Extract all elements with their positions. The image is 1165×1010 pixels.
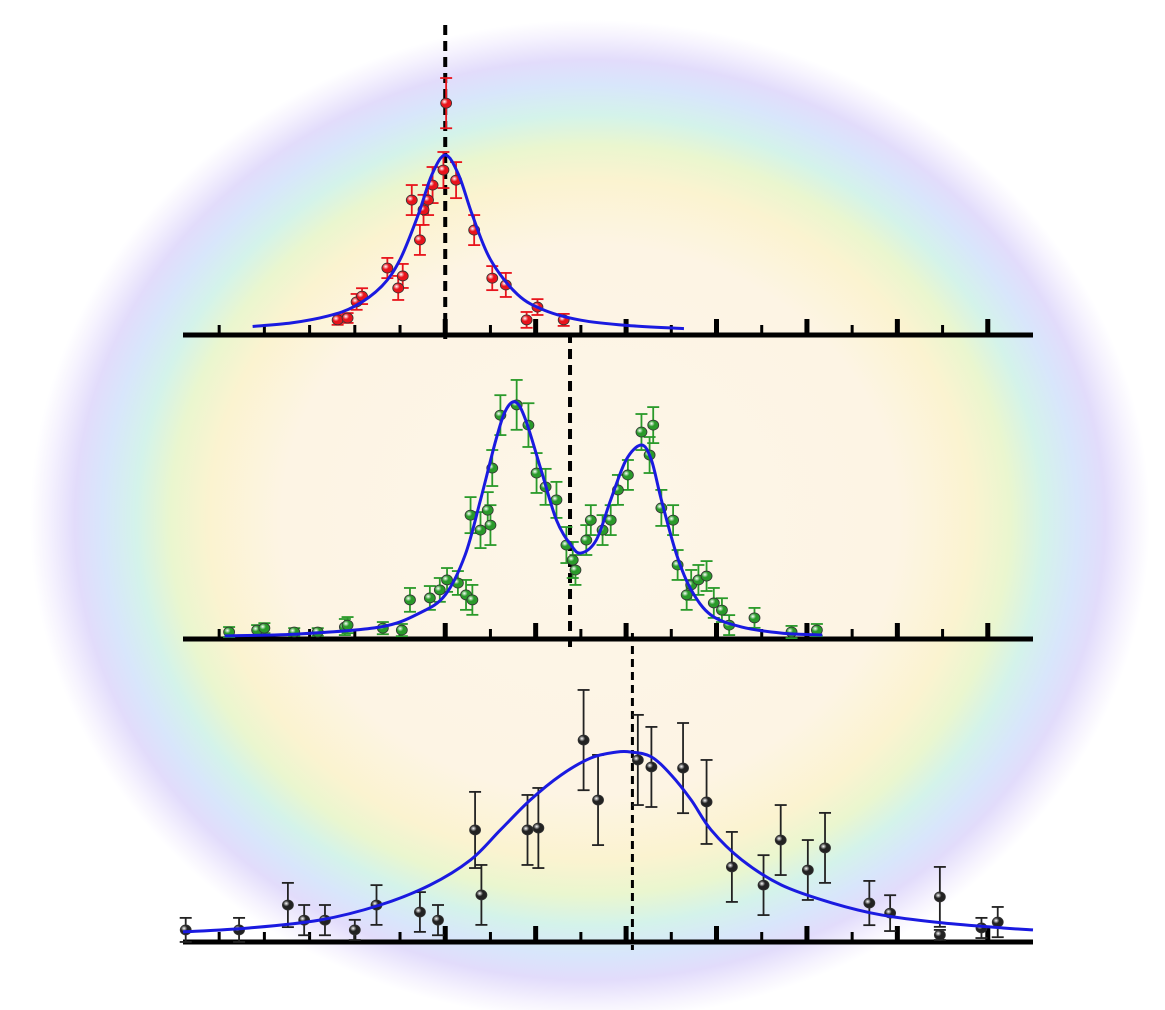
data-point — [647, 419, 660, 431]
data-point — [331, 314, 344, 326]
data-point — [725, 861, 738, 873]
data-point — [281, 899, 294, 911]
data-point — [748, 612, 761, 624]
data-point — [580, 534, 593, 546]
data-point — [348, 924, 361, 936]
data-point — [414, 906, 426, 918]
data-point — [414, 234, 426, 246]
data-point — [604, 514, 617, 526]
data-point — [433, 584, 446, 596]
data-point — [991, 916, 1004, 928]
data-point — [341, 619, 354, 631]
data-point — [550, 494, 563, 506]
data-point — [566, 554, 579, 566]
data-point — [819, 842, 831, 854]
data-point — [392, 282, 405, 294]
data-point — [405, 194, 418, 206]
data-point — [440, 97, 453, 109]
data-point — [486, 272, 499, 284]
data-point — [707, 597, 720, 609]
data-point — [532, 822, 545, 834]
data-point — [801, 864, 814, 876]
data-point — [700, 570, 713, 582]
data-point — [396, 270, 409, 282]
data-point — [667, 514, 680, 526]
data-point — [432, 914, 444, 926]
data-point — [475, 889, 488, 901]
data-point — [341, 312, 354, 324]
data-point — [774, 834, 787, 846]
data-point — [521, 824, 534, 836]
data-point — [474, 524, 487, 536]
data-point — [680, 589, 693, 601]
data-point — [569, 564, 582, 576]
data-point — [621, 469, 634, 481]
panel — [183, 25, 1033, 343]
data-point — [395, 624, 408, 636]
data-point — [592, 794, 604, 806]
data-point — [577, 734, 590, 746]
data-point — [381, 262, 394, 274]
data-point — [584, 514, 597, 526]
data-point — [645, 761, 658, 773]
data-point — [404, 594, 416, 606]
data-point — [469, 824, 481, 836]
data-point — [863, 897, 876, 909]
data-point — [700, 796, 713, 808]
panel — [183, 333, 1033, 647]
data-point — [757, 879, 770, 891]
data-point — [484, 519, 497, 531]
data-point — [716, 604, 728, 616]
fit-curve — [224, 400, 823, 638]
fit-curve — [252, 153, 685, 331]
data-point — [635, 426, 648, 438]
data-point — [677, 762, 689, 774]
panel — [179, 633, 1034, 950]
data-point — [258, 622, 271, 634]
data-point — [933, 929, 946, 941]
data-point — [441, 574, 453, 586]
data-point — [481, 504, 494, 516]
fit-curve — [182, 749, 1034, 934]
data-point — [933, 891, 946, 903]
data-point — [466, 594, 479, 606]
data-point — [520, 314, 533, 326]
data-point — [423, 592, 436, 604]
data-point — [437, 164, 450, 176]
data-point — [631, 754, 644, 766]
data-point — [179, 924, 192, 936]
